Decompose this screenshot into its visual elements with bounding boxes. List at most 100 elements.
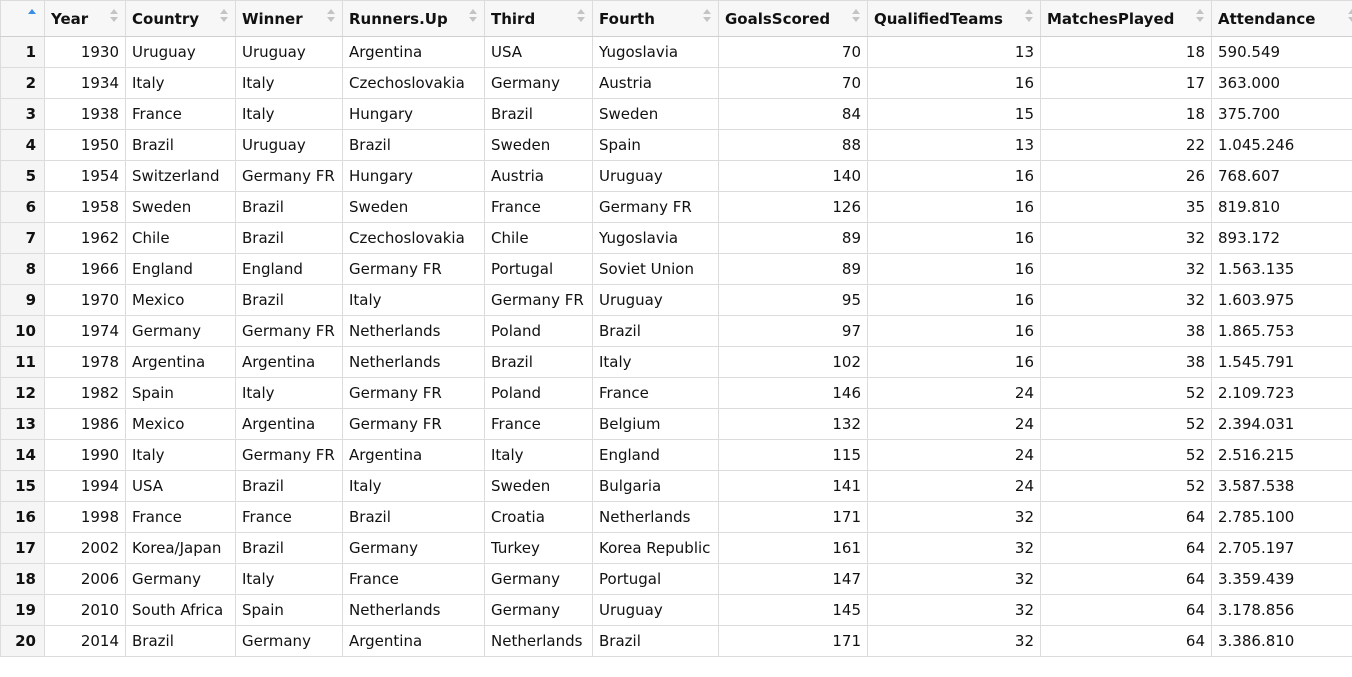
cell-third: Poland [484, 377, 593, 409]
cell-country: South Africa [125, 594, 236, 626]
cell-runners-up: Czechoslovakia [342, 67, 485, 99]
cell-fourth: Austria [592, 67, 719, 99]
cell-year: 1998 [44, 501, 126, 533]
row-index: 12 [0, 377, 45, 409]
cell-attendance: 3.386.810 [1211, 625, 1352, 657]
cell-winner: Italy [235, 67, 343, 99]
table-row: 14 1990 Italy Germany FR Argentina Italy Engla… [0, 439, 1352, 471]
cell-year: 1954 [44, 160, 126, 192]
sort-icon[interactable] [220, 8, 229, 24]
cell-goals-scored: 102 [718, 346, 868, 378]
column-header-country[interactable]: Country [125, 0, 236, 37]
sort-icon[interactable] [469, 8, 478, 24]
cell-third: Netherlands [484, 625, 593, 657]
cell-attendance: 2.705.197 [1211, 532, 1352, 564]
table-row: 12 1982 Spain Italy Germany FR Poland France 14… [0, 377, 1352, 409]
column-header-runners-up[interactable]: Runners.Up [342, 0, 485, 37]
column-header-matches-played[interactable]: MatchesPlayed [1040, 0, 1212, 37]
cell-country: Mexico [125, 408, 236, 440]
cell-attendance: 2.785.100 [1211, 501, 1352, 533]
cell-winner: Uruguay [235, 129, 343, 161]
cell-fourth: Germany FR [592, 191, 719, 223]
column-header-qualified-teams[interactable]: QualifiedTeams [867, 0, 1041, 37]
cell-qualified-teams: 32 [867, 501, 1041, 533]
cell-fourth: Portugal [592, 563, 719, 595]
cell-year: 1994 [44, 470, 126, 502]
cell-fourth: Korea Republic [592, 532, 719, 564]
cell-matches-played: 18 [1040, 98, 1212, 130]
cell-country: England [125, 253, 236, 285]
cell-matches-played: 64 [1040, 563, 1212, 595]
column-header-fourth[interactable]: Fourth [592, 0, 719, 37]
cell-winner: Brazil [235, 532, 343, 564]
sort-icon[interactable] [703, 8, 712, 24]
cell-year: 1978 [44, 346, 126, 378]
column-header-year[interactable]: Year [44, 0, 126, 37]
cell-fourth: Belgium [592, 408, 719, 440]
cell-fourth: France [592, 377, 719, 409]
column-header-label: Country [132, 9, 200, 28]
cell-goals-scored: 70 [718, 67, 868, 99]
cell-year: 1930 [44, 36, 126, 68]
cell-fourth: Soviet Union [592, 253, 719, 285]
cell-year: 1970 [44, 284, 126, 316]
row-index: 13 [0, 408, 45, 440]
cell-qualified-teams: 16 [867, 346, 1041, 378]
header-index[interactable] [0, 0, 45, 37]
column-header-attendance[interactable]: Attendance [1211, 0, 1352, 37]
cell-third: USA [484, 36, 593, 68]
sort-icon[interactable] [1348, 8, 1352, 24]
cell-qualified-teams: 16 [867, 222, 1041, 254]
cell-country: Brazil [125, 625, 236, 657]
cell-goals-scored: 115 [718, 439, 868, 471]
sort-icon[interactable] [852, 8, 861, 24]
sort-icon[interactable] [327, 8, 336, 24]
cell-matches-played: 38 [1040, 346, 1212, 378]
cell-matches-played: 64 [1040, 625, 1212, 657]
cell-country: Chile [125, 222, 236, 254]
cell-attendance: 3.178.856 [1211, 594, 1352, 626]
cell-year: 2002 [44, 532, 126, 564]
cell-runners-up: Netherlands [342, 594, 485, 626]
cell-fourth: Yugoslavia [592, 222, 719, 254]
cell-runners-up: Hungary [342, 160, 485, 192]
cell-country: Germany [125, 563, 236, 595]
cell-year: 2006 [44, 563, 126, 595]
table-row: 1 1930 Uruguay Uruguay Argentina USA Yugoslavi… [0, 36, 1352, 68]
cell-attendance: 2.109.723 [1211, 377, 1352, 409]
sort-icon[interactable] [110, 8, 119, 24]
cell-qualified-teams: 16 [867, 160, 1041, 192]
cell-qualified-teams: 16 [867, 315, 1041, 347]
cell-qualified-teams: 13 [867, 129, 1041, 161]
cell-runners-up: Hungary [342, 98, 485, 130]
column-header-goals-scored[interactable]: GoalsScored [718, 0, 868, 37]
cell-matches-played: 35 [1040, 191, 1212, 223]
row-index: 9 [0, 284, 45, 316]
sort-icon[interactable] [1025, 8, 1034, 24]
table-row: 10 1974 Germany Germany FR Netherlands Poland… [0, 315, 1352, 347]
cell-year: 1986 [44, 408, 126, 440]
cell-matches-played: 18 [1040, 36, 1212, 68]
cell-qualified-teams: 16 [867, 253, 1041, 285]
cell-country: Spain [125, 377, 236, 409]
cell-year: 2010 [44, 594, 126, 626]
cell-matches-played: 64 [1040, 532, 1212, 564]
cell-runners-up: Argentina [342, 439, 485, 471]
cell-qualified-teams: 16 [867, 284, 1041, 316]
row-index: 20 [0, 625, 45, 657]
cell-winner: Germany [235, 625, 343, 657]
cell-third: Brazil [484, 98, 593, 130]
cell-attendance: 1.563.135 [1211, 253, 1352, 285]
column-header-third[interactable]: Third [484, 0, 593, 37]
column-header-winner[interactable]: Winner [235, 0, 343, 37]
table-row: 9 1970 Mexico Brazil Italy Germany FR Uruguay 9… [0, 284, 1352, 316]
cell-attendance: 893.172 [1211, 222, 1352, 254]
sort-icon[interactable] [1196, 8, 1205, 24]
column-header-label: Year [51, 9, 89, 28]
sort-ascending-icon[interactable] [28, 8, 37, 24]
cell-year: 1990 [44, 439, 126, 471]
row-index: 15 [0, 470, 45, 502]
sort-icon[interactable] [577, 8, 586, 24]
cell-runners-up: Argentina [342, 36, 485, 68]
cell-matches-played: 64 [1040, 594, 1212, 626]
